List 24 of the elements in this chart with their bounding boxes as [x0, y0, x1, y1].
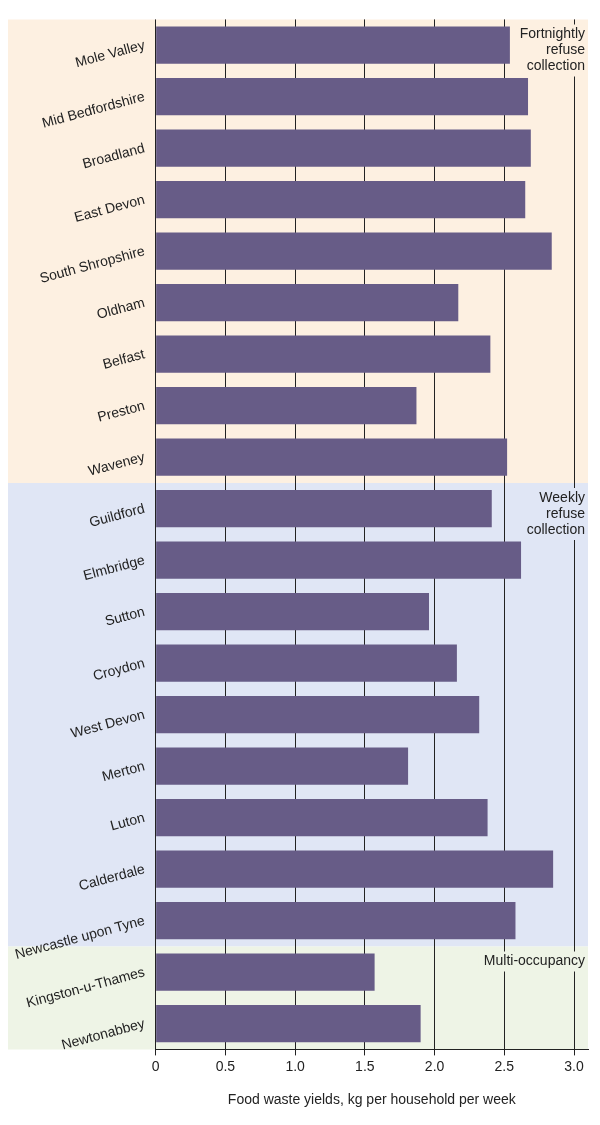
x-axis-title: Food waste yields, kg per household per week: [227, 1091, 517, 1108]
y-tick-label: Luton: [108, 808, 147, 834]
x-tick-label: 1.5: [355, 1057, 375, 1074]
band-label: Weekly refuse collection: [526, 488, 586, 537]
y-tick-label: Elmbridge: [81, 551, 147, 584]
x-tick-label: 2.0: [424, 1057, 445, 1074]
y-tick-label: West Devon: [68, 705, 147, 741]
x-tick-label: 2.5: [494, 1057, 515, 1074]
y-tick-label: Oldham: [94, 293, 147, 322]
y-tick-label: Merton: [100, 757, 147, 785]
x-tick-label: 0: [151, 1057, 160, 1074]
y-tick-label: Mole Valley: [73, 36, 147, 71]
y-tick-label: Sutton: [103, 602, 147, 629]
y-tick-label: Waveney: [86, 448, 147, 479]
x-tick-label: 3.0: [564, 1057, 584, 1074]
band-label: Multi-occupancy: [483, 952, 585, 969]
y-tick-label: Croydon: [91, 654, 147, 684]
band-label: Fortnightly refuse collection: [519, 25, 586, 74]
x-tick-label: 1.0: [285, 1057, 306, 1074]
y-tick-label: Preston: [95, 396, 147, 425]
y-tick-label: East Devon: [72, 190, 147, 226]
x-tick-label: 0.5: [215, 1057, 236, 1074]
y-tick-label: Belfast: [100, 345, 147, 372]
y-tick-label: Guildford: [87, 499, 147, 530]
